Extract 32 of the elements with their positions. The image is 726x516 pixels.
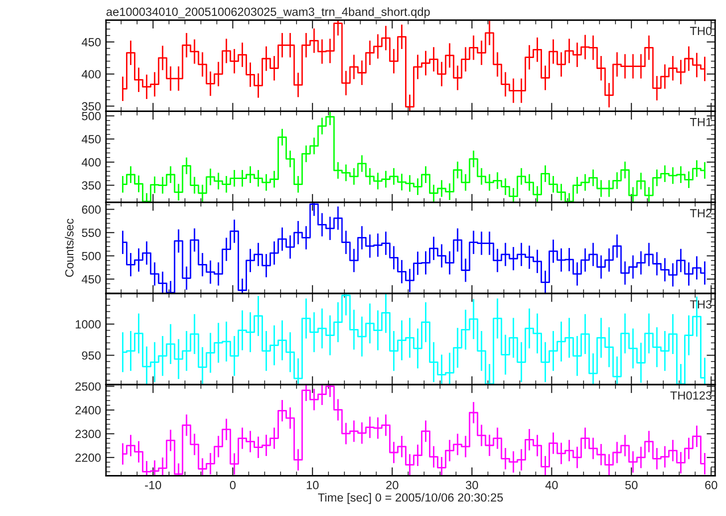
x-tick-label: 10 xyxy=(306,480,319,490)
y-axis-title: Counts/sec xyxy=(64,218,74,277)
x-tick-label: -10 xyxy=(145,480,162,490)
y-tick-label: 950 xyxy=(82,351,101,360)
y-tick-label: 2200 xyxy=(75,454,101,462)
x-tick-label: 30 xyxy=(466,480,478,490)
x-tick-label: 0 xyxy=(230,480,236,490)
x-tick-label: 60 xyxy=(705,480,718,490)
chart-title: TH2 xyxy=(690,209,712,218)
x-tick-label: 20 xyxy=(386,480,398,490)
y-tick-label: 550 xyxy=(82,228,101,237)
chart-title: TH1 xyxy=(690,118,712,126)
y-tick-label: 400 xyxy=(82,158,101,167)
y-tick-label: 500 xyxy=(82,252,101,260)
y-tick-label: 1000 xyxy=(76,320,101,328)
y-tick-label: 2400 xyxy=(75,406,101,414)
x-axis-title: Time [sec] 0 = 2005/10/06 20:30:25 xyxy=(318,493,503,504)
y-tick-label: 450 xyxy=(82,38,101,46)
y-tick-label: 2500 xyxy=(75,382,101,391)
chart-title: TH0 xyxy=(690,26,712,36)
y-tick-label: 600 xyxy=(82,205,101,214)
y-tick-label: 450 xyxy=(82,135,101,144)
y-tick-label: 450 xyxy=(82,275,101,284)
y-tick-label: 400 xyxy=(82,70,101,78)
y-tick-label: 350 xyxy=(82,181,101,190)
chart-title: TH0123 xyxy=(670,391,712,400)
y-tick-label: 2300 xyxy=(75,430,101,438)
x-tick-label: 40 xyxy=(545,480,558,490)
x-tick-label: 50 xyxy=(625,480,638,490)
y-tick-label: 500 xyxy=(82,112,101,120)
text: ae100034010_20051006203025_wam3_trn_4band_short.qdp xyxy=(106,7,430,18)
y-tick-label: 350 xyxy=(82,102,101,111)
